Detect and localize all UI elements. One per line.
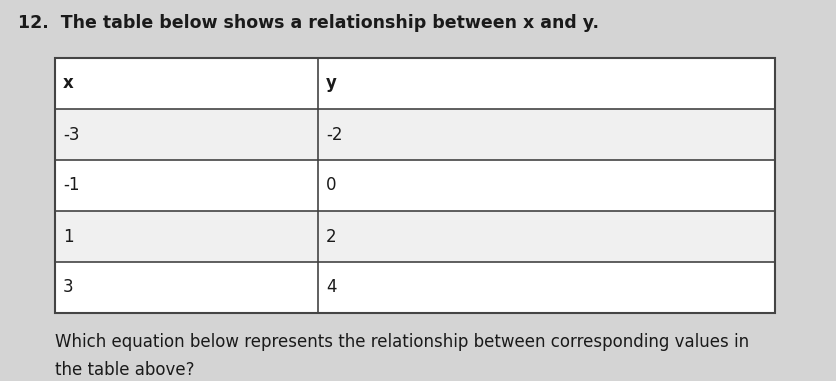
Bar: [55, 211, 774, 262]
Text: 3: 3: [63, 279, 74, 296]
Text: 1: 1: [63, 227, 74, 245]
Text: x: x: [63, 75, 74, 93]
Bar: [55, 262, 774, 313]
Text: y: y: [325, 75, 336, 93]
Bar: [55, 58, 774, 109]
Text: 12.  The table below shows a relationship between x and y.: 12. The table below shows a relationship…: [18, 14, 599, 32]
Text: -2: -2: [325, 125, 342, 144]
Text: 4: 4: [325, 279, 336, 296]
Bar: [55, 160, 774, 211]
Text: 2: 2: [325, 227, 336, 245]
Bar: [55, 58, 774, 313]
Text: -3: -3: [63, 125, 79, 144]
Bar: [55, 109, 774, 160]
Text: Which equation below represents the relationship between corresponding values in: Which equation below represents the rela…: [55, 333, 748, 351]
Text: -1: -1: [63, 176, 79, 194]
Text: 0: 0: [325, 176, 336, 194]
Text: the table above?: the table above?: [55, 361, 194, 379]
